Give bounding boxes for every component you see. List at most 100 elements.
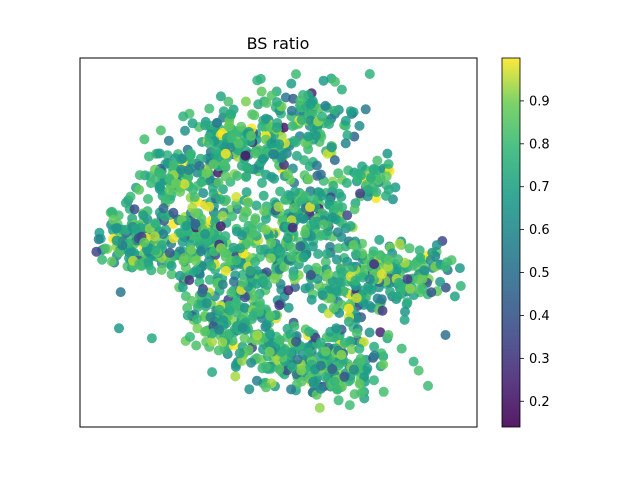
scatter-point — [340, 115, 351, 126]
scatter-point — [239, 302, 250, 313]
scatter-point — [359, 285, 370, 296]
scatter-point — [196, 246, 206, 257]
scatter-point — [186, 295, 197, 306]
scatter-point — [326, 142, 337, 153]
scatter-point — [246, 130, 256, 141]
scatter-point — [391, 266, 402, 277]
scatter-point — [143, 257, 154, 268]
scatter-point — [255, 300, 266, 311]
scatter-point — [252, 330, 263, 341]
scatter-point — [251, 375, 262, 386]
scatter-point — [204, 274, 215, 285]
scatter-point — [372, 293, 383, 304]
scatter-point — [290, 137, 301, 148]
scatter-point — [277, 150, 288, 161]
scatter-point — [192, 323, 203, 334]
scatter-point — [219, 160, 230, 171]
scatter-point — [93, 234, 104, 245]
scatter-point — [365, 172, 376, 183]
scatter-point — [258, 275, 268, 286]
scatter-point — [378, 359, 389, 370]
scatter-point — [282, 169, 293, 180]
scatter-point — [419, 265, 430, 276]
scatter-point — [233, 138, 244, 149]
scatter-point — [295, 212, 306, 223]
scatter-point — [320, 346, 331, 357]
scatter-point — [300, 191, 311, 202]
scatter-point — [315, 337, 326, 348]
colorbar-tick-label: 0.2 — [529, 395, 550, 410]
scatter-point — [355, 188, 365, 199]
scatter-point — [320, 256, 331, 267]
scatter-point — [354, 120, 365, 131]
scatter-point — [331, 323, 342, 334]
scatter-point — [238, 212, 249, 223]
scatter-point — [346, 344, 357, 355]
scatter-point — [134, 170, 145, 181]
colorbar-tick-label: 0.6 — [529, 223, 550, 238]
scatter-point — [181, 220, 192, 231]
scatter-point — [217, 279, 228, 290]
scatter-point — [305, 202, 315, 213]
scatter-point — [368, 164, 379, 174]
scatter-point — [402, 274, 413, 285]
scatter-point — [435, 276, 446, 287]
scatter-point — [291, 336, 301, 347]
scatter-point — [354, 343, 365, 354]
scatter-point — [355, 353, 366, 364]
scatter-point — [176, 164, 187, 175]
scatter-point — [440, 262, 451, 272]
scatter-point — [230, 297, 241, 308]
scatter-point — [417, 273, 428, 284]
scatter-point — [201, 168, 212, 179]
scatter-point — [328, 303, 339, 313]
scatter-point — [213, 345, 224, 356]
scatter-point — [344, 400, 355, 411]
scatter-point — [309, 194, 320, 205]
scatter-point — [199, 326, 210, 337]
scatter-point — [313, 249, 324, 259]
scatter-point — [286, 384, 297, 395]
scatter-point — [255, 244, 266, 255]
scatter-point — [139, 134, 150, 145]
scatter-point — [331, 254, 342, 265]
scatter-point — [314, 402, 325, 413]
scatter-point — [300, 228, 310, 239]
scatter-point — [288, 203, 299, 214]
scatter-point — [215, 194, 226, 205]
scatter-point — [204, 103, 215, 114]
scatter-point — [265, 310, 276, 321]
scatter-point — [180, 125, 190, 136]
scatter-point — [287, 361, 298, 372]
scatter-point — [332, 227, 343, 238]
scatter-point — [179, 253, 189, 264]
scatter-point — [234, 348, 245, 359]
scatter-point — [292, 354, 303, 365]
scatter-point — [329, 204, 339, 215]
scatter-point — [222, 329, 233, 340]
scatter-point — [237, 355, 248, 366]
scatter-point — [351, 293, 362, 303]
scatter-point — [241, 187, 252, 198]
scatter-point — [164, 247, 175, 258]
scatter-point — [375, 250, 386, 261]
scatter-point — [99, 243, 110, 254]
scatter-point — [296, 365, 307, 376]
scatter-point — [240, 96, 251, 107]
scatter-point — [223, 121, 234, 132]
scatter-point — [343, 303, 354, 314]
scatter-point — [287, 121, 298, 131]
scatter-point — [208, 188, 219, 199]
scatter-point — [332, 384, 343, 395]
scatter-point — [426, 287, 437, 298]
scatter-point — [327, 212, 338, 223]
scatter-point — [191, 265, 202, 275]
scatter-point — [211, 118, 222, 128]
scatter-point — [306, 294, 317, 305]
scatter-point — [339, 337, 350, 348]
scatter-point — [383, 255, 394, 265]
colorbar-tick-label: 0.8 — [529, 137, 550, 152]
scatter-point — [261, 319, 272, 330]
scatter-point — [315, 360, 326, 371]
scatter-points — [91, 69, 466, 413]
